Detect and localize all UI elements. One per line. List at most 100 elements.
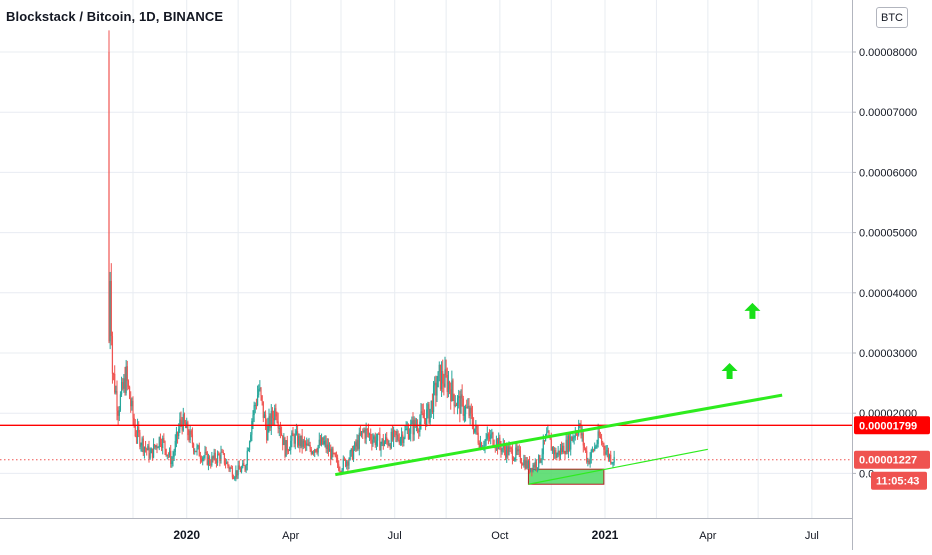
candle-body [422, 412, 424, 419]
candle-body [222, 451, 224, 454]
candle-body [612, 462, 614, 464]
candle-body [477, 432, 479, 443]
candle-body [264, 414, 267, 426]
candle-body [389, 444, 391, 449]
candle-body [227, 462, 229, 466]
candle-body [174, 441, 176, 453]
candle-body [211, 456, 213, 466]
candle-body [486, 434, 488, 439]
candle-body [138, 426, 140, 433]
candle-body [352, 449, 355, 460]
candle-body [471, 413, 474, 425]
candle-body [347, 461, 349, 466]
candle-body [439, 364, 442, 389]
candle-body [117, 410, 119, 416]
candle-body [344, 459, 347, 467]
candle-body [255, 404, 258, 406]
candle-body [152, 444, 155, 458]
candle-body [111, 336, 114, 374]
candle-body [397, 434, 399, 440]
candle-body [315, 449, 317, 452]
candle-body [455, 404, 458, 407]
candle-body [175, 432, 178, 442]
candle-body [199, 456, 202, 459]
candle-body [302, 440, 304, 447]
candle-body [514, 457, 516, 461]
candle-body [219, 455, 221, 461]
candle-body [374, 436, 376, 445]
candle-body [279, 427, 282, 434]
candle-body [551, 447, 554, 451]
currency-badge[interactable]: BTC [876, 7, 908, 28]
candle-body [582, 433, 584, 446]
candle-body [335, 456, 338, 458]
candle-body [292, 432, 294, 436]
candle-body [306, 443, 308, 446]
candle-body [294, 433, 296, 444]
candle-body [118, 410, 120, 416]
candle-body [149, 453, 151, 459]
candle-body [293, 435, 295, 444]
candle-body [480, 442, 483, 450]
candle-body [234, 477, 236, 479]
candle-body [287, 450, 290, 452]
time-tick-label: Jul [388, 530, 402, 542]
candle-body [566, 439, 568, 453]
candle-body [272, 418, 275, 421]
candle-body [526, 460, 528, 468]
candle-body [467, 406, 469, 408]
candle-body [140, 445, 142, 447]
candle-body [520, 461, 523, 465]
candle-body [154, 444, 156, 448]
candle-body [354, 442, 356, 450]
candle-body [516, 447, 518, 452]
candle-body [517, 449, 519, 452]
candle-body [461, 394, 463, 399]
candle-body [247, 449, 250, 451]
candle-body [429, 408, 431, 423]
candle-body [254, 404, 256, 406]
candle-body [188, 435, 190, 441]
candle-body [442, 371, 444, 384]
candle-body [368, 434, 371, 436]
candle-body [501, 448, 503, 452]
candle-body [288, 449, 291, 451]
candle-body [370, 434, 372, 440]
candle-body [574, 432, 576, 438]
candle-body [115, 391, 117, 393]
candle-body [309, 444, 311, 450]
candle-body [269, 416, 271, 428]
candle-body [303, 440, 306, 443]
candle-body [142, 438, 144, 453]
candle-body [365, 429, 367, 439]
candle-body [376, 433, 379, 441]
candle-body [573, 437, 575, 439]
candle-body [530, 467, 532, 472]
candle-body [379, 433, 381, 451]
candle-body [453, 394, 455, 406]
candle-body [328, 448, 331, 452]
candle-body [491, 432, 493, 435]
candle-body [533, 464, 535, 468]
candle-body [479, 442, 482, 449]
up-arrow-icon [744, 302, 761, 319]
candle-body [383, 442, 386, 446]
symbol-title[interactable]: Blockstack / Bitcoin, 1D, BINANCE [6, 9, 224, 24]
candle-body [613, 456, 615, 463]
candle-body [554, 450, 556, 455]
price-tick-label: 0.00007000 [859, 107, 917, 119]
candle-body [454, 404, 456, 406]
time-tick-label: 2020 [173, 528, 200, 542]
candle-body [515, 447, 517, 458]
candle-body [420, 411, 422, 422]
up-arrow-shape [744, 302, 761, 319]
candle-body [559, 448, 562, 456]
candle-body [224, 463, 227, 465]
candle-body [282, 435, 284, 446]
candle-body [487, 434, 490, 437]
candle-body [160, 444, 163, 448]
candle-body [413, 419, 415, 435]
candle-body [190, 430, 192, 435]
